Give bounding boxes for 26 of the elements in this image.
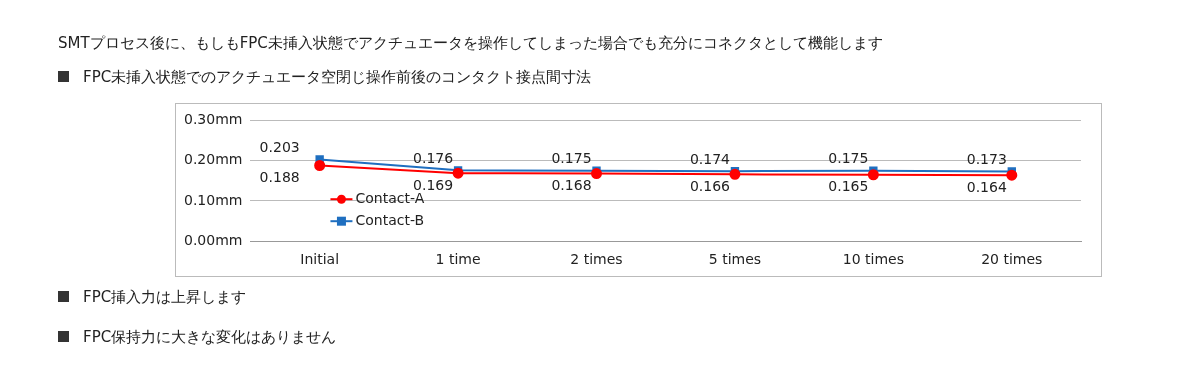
data-label: 0.175 xyxy=(551,150,592,167)
data-label: 0.173 xyxy=(966,151,1007,168)
data-label: 0.176 xyxy=(413,149,454,166)
y-tick-label: 0.20mm xyxy=(183,151,243,168)
chart-subtitle: FPC未挿入状態でのアクチュエータ空閉じ操作前後のコンタクト接点間寸法 xyxy=(83,68,592,86)
y-tick-label: 0.00mm xyxy=(183,231,243,248)
data-label: 0.165 xyxy=(828,178,869,195)
y-tick-label: 0.30mm xyxy=(183,111,243,128)
data-label: 0.168 xyxy=(551,177,592,194)
data-label: 0.188 xyxy=(259,169,300,186)
x-tick-label: 1 time xyxy=(435,251,481,268)
data-label: 0.175 xyxy=(828,150,869,167)
chart-title: SMTプロセス後に、もしもFPC未挿入状態でアクチュエータを操作してしまった場合でも充分にコネクタとして機能します xyxy=(58,34,883,53)
x-tick-label: 5 times xyxy=(708,251,762,268)
data-label: 0.166 xyxy=(689,178,731,194)
x-tick-label: Initial xyxy=(300,251,340,268)
x-tick-label: 2 times xyxy=(570,251,623,268)
x-tick-label: 20 times xyxy=(981,251,1043,268)
y-tick-label: 0.10mm xyxy=(183,191,243,208)
x-tick-label: 10 times xyxy=(842,251,904,268)
legend-label: Contact-B xyxy=(355,211,425,228)
data-label: 0.203 xyxy=(259,139,300,156)
text: FPC挿入力は上昇します xyxy=(83,288,247,306)
text: FPC保持力に大きな変化はありません xyxy=(83,328,337,346)
data-label: 0.174 xyxy=(689,150,731,167)
data-label: 0.164 xyxy=(966,178,1007,195)
